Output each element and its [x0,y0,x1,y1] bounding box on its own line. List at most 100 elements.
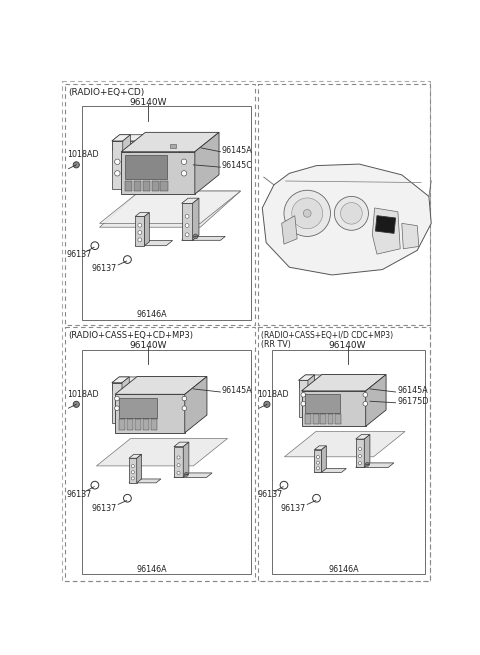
Polygon shape [125,181,132,191]
Polygon shape [112,135,197,141]
Polygon shape [96,438,228,466]
Polygon shape [314,450,322,472]
Circle shape [132,464,134,468]
Polygon shape [119,419,125,430]
Polygon shape [366,375,386,426]
Text: 96140W: 96140W [329,341,366,350]
Circle shape [73,402,79,407]
Bar [65,328,255,580]
Polygon shape [174,447,183,477]
Circle shape [316,461,320,464]
Polygon shape [299,375,377,381]
Polygon shape [190,135,197,189]
Polygon shape [183,442,189,477]
Polygon shape [143,419,149,430]
Polygon shape [327,414,333,424]
Circle shape [316,467,320,470]
Polygon shape [181,198,199,203]
Circle shape [316,455,320,458]
Bar [83,105,251,320]
Polygon shape [299,381,370,387]
Circle shape [185,214,189,218]
Circle shape [73,162,79,168]
Polygon shape [112,383,190,390]
Polygon shape [174,473,212,477]
Text: 96145A: 96145A [397,386,428,395]
Polygon shape [129,455,142,458]
Polygon shape [121,132,219,152]
Polygon shape [180,377,197,383]
Circle shape [264,402,270,407]
Bar [65,84,255,325]
Circle shape [365,462,369,466]
Polygon shape [322,446,326,472]
Polygon shape [179,135,197,141]
Polygon shape [135,419,141,430]
Text: 96137: 96137 [67,490,92,499]
Polygon shape [402,223,419,249]
Polygon shape [181,236,225,240]
Polygon shape [174,442,189,447]
Polygon shape [375,215,396,233]
Polygon shape [314,446,326,450]
Circle shape [303,210,311,217]
Polygon shape [127,419,133,430]
Text: 96145A: 96145A [222,145,253,155]
Polygon shape [121,152,195,194]
Polygon shape [360,381,370,417]
Circle shape [340,202,362,224]
Circle shape [292,198,323,229]
Circle shape [138,238,142,242]
Polygon shape [356,439,364,468]
Text: (RADIO+CASS+EQ+CD+MP3): (RADIO+CASS+EQ+CD+MP3) [69,331,193,340]
Circle shape [185,233,189,236]
Polygon shape [180,383,190,422]
Bar [272,350,425,574]
Polygon shape [112,377,197,383]
Circle shape [184,472,188,476]
Text: 96137: 96137 [67,250,92,259]
Polygon shape [122,377,129,422]
Text: 96137: 96137 [92,504,117,513]
Polygon shape [119,398,157,418]
Circle shape [301,402,306,406]
Polygon shape [301,391,366,426]
Circle shape [115,159,120,164]
Text: 96137: 96137 [258,490,283,499]
Polygon shape [185,377,207,433]
Circle shape [138,223,142,227]
Bar [258,84,430,325]
Circle shape [335,196,369,231]
Circle shape [185,223,189,227]
Circle shape [182,396,187,401]
Circle shape [115,396,120,401]
Polygon shape [160,181,168,191]
Polygon shape [299,381,308,417]
Polygon shape [99,191,240,223]
Polygon shape [99,191,240,227]
Polygon shape [305,394,340,413]
Polygon shape [190,377,197,390]
Polygon shape [134,181,141,191]
Text: 96146A: 96146A [137,310,168,319]
Polygon shape [364,434,370,468]
Polygon shape [285,432,405,457]
Polygon shape [356,434,370,439]
Circle shape [363,392,368,397]
Polygon shape [282,215,297,244]
Circle shape [115,170,120,176]
Polygon shape [125,155,167,179]
Polygon shape [335,414,341,424]
Text: (RADIO+CASS+EQ+I/D CDC+MP3): (RADIO+CASS+EQ+I/D CDC+MP3) [261,331,393,340]
Polygon shape [313,414,319,424]
Polygon shape [143,181,150,191]
Bar [169,143,176,148]
Text: 96140W: 96140W [130,98,167,107]
Circle shape [182,406,187,411]
Text: 96145A: 96145A [222,386,253,395]
Polygon shape [370,375,377,417]
Polygon shape [137,455,142,483]
Polygon shape [179,141,190,189]
Polygon shape [123,135,131,189]
Polygon shape [360,375,377,381]
